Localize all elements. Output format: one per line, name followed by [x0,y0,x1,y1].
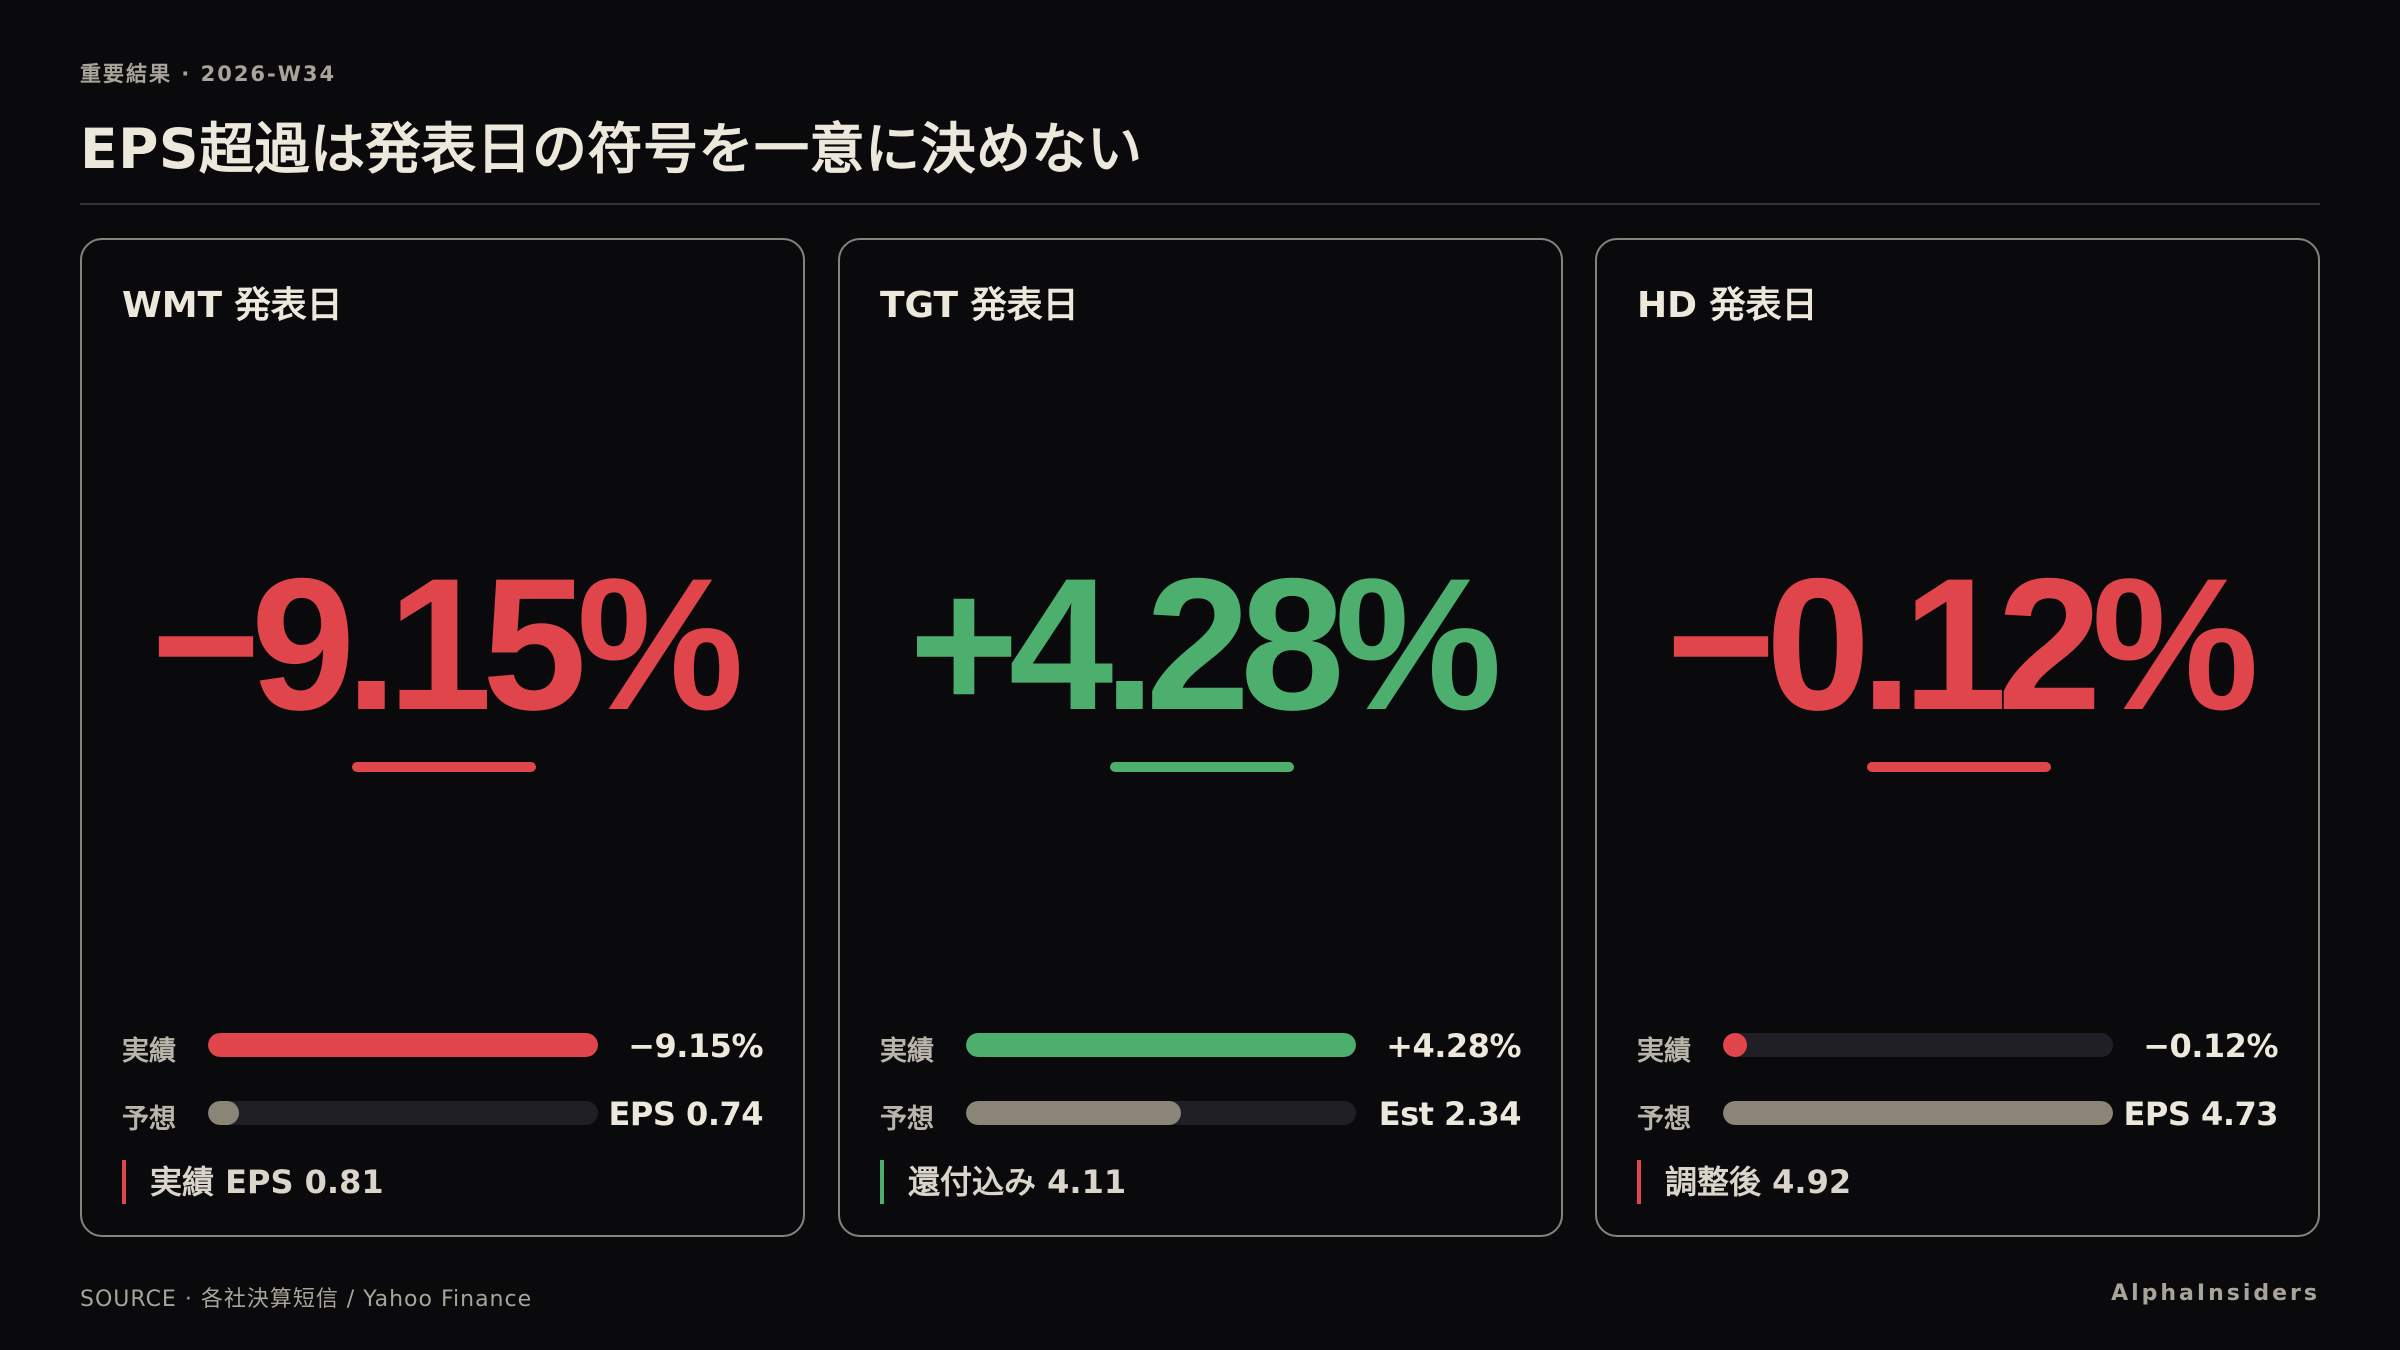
bar-fill [1723,1101,2113,1125]
card-wmt: WMT 発表日 −9.15% 実績 −9.15% 予想 EPS 0.74 実績 … [80,238,805,1237]
card-title: WMT 発表日 [122,285,343,326]
card-hd: HD 発表日 −0.12% 実績 −0.12% 予想 EPS 4.73 調整後 … [1595,238,2320,1237]
card-note: 調整後 4.92 [1637,1160,1851,1204]
bar-track [208,1101,598,1125]
headline-value: −0.12% [1666,539,2259,749]
bar-track [966,1101,1356,1125]
actual-row: 実績 −9.15% [122,1023,763,1067]
bar-track [1723,1033,2113,1057]
actual-row: 実績 −0.12% [1637,1023,2278,1067]
bar-track [966,1033,1356,1057]
page-title: EPS超過は発表日の符号を一意に決めない [80,117,1143,181]
bar-fill [208,1101,239,1125]
row-value: EPS 0.74 [608,1095,764,1133]
headline-underline [1867,762,2051,772]
row-label: 実績 [1637,1036,1691,1067]
estimate-row: 予想 EPS 4.73 [1637,1091,2279,1135]
eyebrow-label: 重要結果 · 2026-W34 [80,62,337,86]
bar-track [208,1033,598,1057]
note-accent-bar [122,1160,126,1204]
bar-fill [1723,1033,1747,1057]
note-text: 調整後 4.92 [1665,1163,1852,1201]
header-divider [80,203,2320,205]
estimate-row: 予想 EPS 0.74 [122,1091,764,1135]
note-accent-bar [1637,1160,1641,1204]
row-value: Est 2.34 [1378,1095,1522,1133]
note-text: 還付込み 4.11 [908,1163,1127,1201]
bar-track [1723,1101,2113,1125]
bar-fill [208,1033,598,1057]
row-value: −9.15% [628,1027,763,1065]
card-note: 還付込み 4.11 [880,1160,1126,1204]
estimate-row: 予想 Est 2.34 [880,1091,1522,1135]
headline-value: +4.28% [909,539,1502,749]
actual-row: 実績 +4.28% [880,1023,1521,1067]
source-note: SOURCE · 各社決算短信 / Yahoo Finance [80,1287,533,1312]
row-value: +4.28% [1386,1027,1521,1065]
note-accent-bar [880,1160,884,1204]
card-tgt: TGT 発表日 +4.28% 実績 +4.28% 予想 Est 2.34 還付込… [838,238,1563,1237]
card-title: HD 発表日 [1637,285,1818,326]
row-value: −0.12% [2143,1027,2278,1065]
bar-fill [966,1033,1356,1057]
headline-value: −9.15% [151,539,744,749]
bar-fill [966,1101,1181,1125]
card-title: TGT 発表日 [880,285,1079,326]
row-value: EPS 4.73 [2123,1095,2279,1133]
row-label: 実績 [880,1036,934,1067]
row-label: 予想 [880,1104,934,1135]
row-label: 実績 [122,1036,176,1067]
note-text: 実績 EPS 0.81 [150,1163,384,1201]
card-note: 実績 EPS 0.81 [122,1160,384,1204]
headline-underline [1110,762,1294,772]
row-label: 予想 [1637,1104,1691,1135]
row-label: 予想 [122,1104,176,1135]
brand-logo: AlphaInsiders [2111,1281,2320,1306]
headline-underline [352,762,536,772]
